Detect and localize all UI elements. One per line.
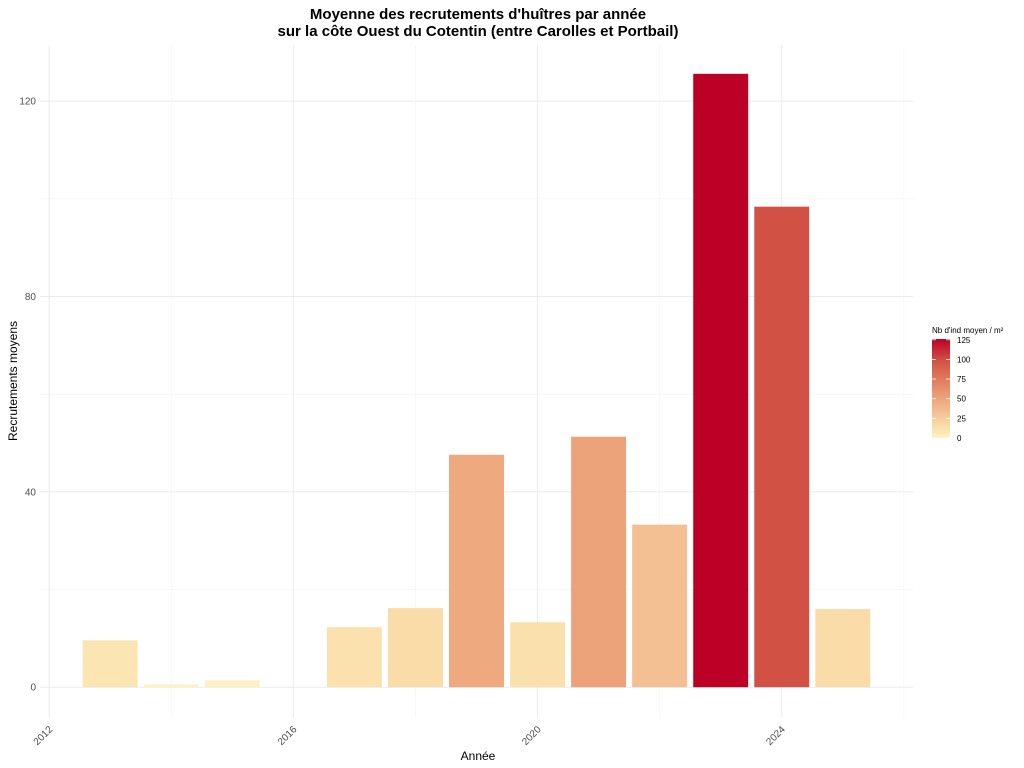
- bar-2023: [693, 73, 749, 688]
- y-tick-label: 120: [19, 97, 36, 108]
- bars: [82, 73, 871, 688]
- bar-2018: [387, 608, 443, 688]
- x-axis-ticks: 2012 2016 2020 2024: [32, 724, 788, 748]
- bar-2025: [815, 609, 871, 688]
- chart-title: Moyenne des recrutements d'huîtres par a…: [310, 6, 646, 23]
- legend-tick-label: 125: [957, 336, 971, 345]
- y-axis-label: Recrutements moyens: [6, 321, 20, 441]
- y-tick-label: 80: [25, 292, 37, 303]
- color-legend: Nb d'ind moyen / m² 0 25 50 75 100 125: [932, 326, 1004, 443]
- chart-subtitle: sur la côte Ouest du Cotentin (entre Car…: [278, 23, 679, 40]
- legend-tick-label: 50: [957, 395, 966, 404]
- bar-2014: [143, 684, 199, 688]
- y-tick-label: 0: [30, 683, 36, 694]
- bar-2024: [754, 206, 810, 688]
- bar-2020: [510, 622, 566, 688]
- x-tick-label: 2016: [276, 724, 300, 748]
- x-tick-label: 2012: [32, 724, 56, 748]
- y-tick-label: 40: [25, 487, 37, 498]
- x-tick-label: 2024: [764, 724, 788, 748]
- bar-2021: [571, 436, 627, 688]
- legend-title: Nb d'ind moyen / m²: [932, 326, 1004, 335]
- bar-2015: [204, 680, 260, 688]
- x-axis-label: Année: [461, 749, 496, 763]
- legend-tick-label: 0: [957, 434, 962, 443]
- bar-2013: [82, 640, 138, 688]
- bar-2019: [449, 454, 504, 688]
- bar-2022: [632, 524, 688, 688]
- x-tick-label: 2020: [520, 724, 544, 748]
- bar-2017: [326, 627, 382, 688]
- legend-colorbar: [932, 339, 950, 438]
- legend-tick-label: 25: [957, 414, 966, 423]
- legend-tick-label: 100: [957, 355, 971, 364]
- legend-tick-label: 75: [957, 375, 966, 384]
- y-axis-ticks: 0 40 80 120: [19, 97, 36, 694]
